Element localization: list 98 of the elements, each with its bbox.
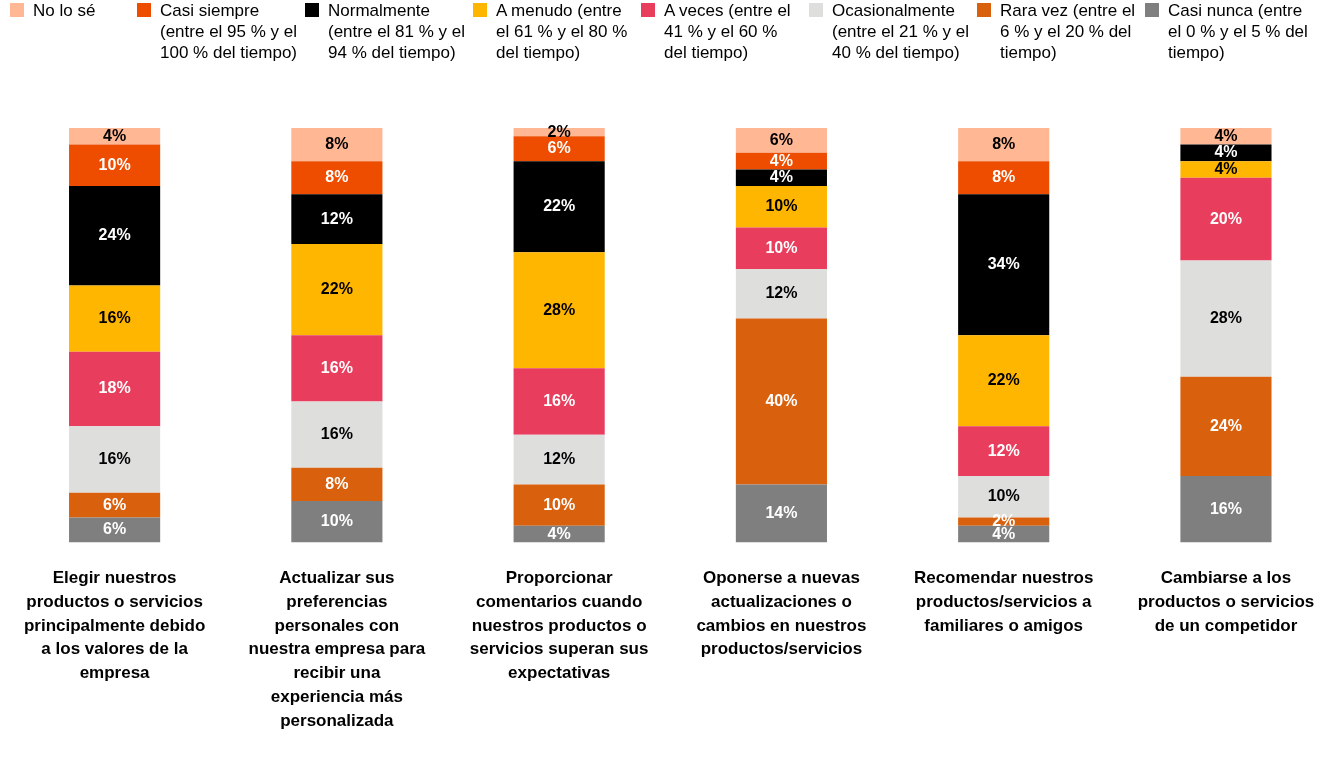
data-label: 40% (765, 391, 798, 409)
data-label: 12% (543, 449, 576, 467)
data-label: 8% (992, 168, 1016, 186)
data-label: 6% (103, 520, 127, 538)
bar (735, 318, 827, 485)
data-label: 10% (543, 495, 576, 513)
data-label: 14% (765, 503, 798, 521)
bar (291, 194, 383, 245)
data-label: 12% (765, 284, 798, 302)
data-label: 4% (103, 126, 127, 144)
bar (1180, 260, 1272, 377)
bar (291, 335, 383, 402)
data-label: 16% (320, 425, 353, 443)
bar (513, 368, 605, 435)
data-label: 10% (987, 487, 1020, 505)
bar (291, 128, 383, 162)
data-label: 4% (769, 168, 793, 186)
bar (513, 161, 605, 253)
bar (1180, 476, 1272, 543)
data-label: 4% (547, 524, 571, 542)
legend-label: A menudo (entre el 61 % y el 80 % del tiempo) (496, 0, 629, 63)
data-label: 4% (1214, 126, 1238, 144)
bar (69, 492, 161, 518)
bar (958, 128, 1050, 162)
data-label: 8% (325, 474, 349, 492)
data-label: 10% (765, 238, 798, 256)
bar (958, 426, 1050, 477)
data-label: 22% (987, 371, 1020, 389)
bar (291, 401, 383, 468)
bar (958, 161, 1050, 195)
bar (513, 252, 605, 369)
bar (958, 194, 1050, 336)
data-label: 16% (1209, 499, 1242, 517)
data-label: 12% (320, 209, 353, 227)
bar (291, 467, 383, 501)
data-label: 22% (320, 280, 353, 298)
legend-label: Casi nunca (entre el 0 % y el 5 % del tiempo) (1168, 0, 1308, 63)
bar (69, 426, 161, 493)
bar (291, 500, 383, 543)
data-label: 16% (98, 309, 131, 327)
data-label: 4% (1214, 143, 1238, 161)
data-label: 10% (765, 197, 798, 215)
bar (1180, 376, 1272, 477)
bar (735, 186, 827, 228)
data-label: 6% (769, 130, 793, 148)
data-label: 2% (547, 122, 571, 140)
data-label: 10% (98, 155, 131, 173)
data-label: 22% (543, 197, 576, 215)
data-label: 10% (320, 512, 353, 530)
legend-label: Normalmente (entre el 81 % y el 94 % del tiempo) (328, 0, 466, 63)
legend-label: No lo sé (33, 0, 97, 21)
bar (735, 268, 827, 319)
data-label: 6% (547, 139, 571, 157)
data-label: 16% (320, 358, 353, 376)
data-label: 28% (543, 300, 576, 318)
data-label: 24% (98, 226, 131, 244)
data-label: 16% (98, 449, 131, 467)
data-label: 24% (1209, 416, 1242, 434)
bar (69, 144, 161, 187)
data-label: 18% (98, 379, 131, 397)
legend-label: A veces (entre el 41 % y el 60 % del tiempo) (664, 0, 792, 63)
data-label: 28% (1209, 309, 1242, 327)
data-label: 4% (769, 151, 793, 169)
data-label: 20% (1209, 209, 1242, 227)
bar (69, 285, 161, 352)
bar (1180, 128, 1272, 145)
bar (69, 186, 161, 286)
data-label: 8% (325, 134, 349, 152)
bar (958, 335, 1050, 427)
data-label: 16% (543, 391, 576, 409)
bar (735, 128, 827, 153)
bar (291, 161, 383, 195)
data-label: 8% (325, 168, 349, 186)
legend-label: Casi siempre (entre el 95 % y el 100 % del tiempo) (160, 0, 299, 63)
x-tick-label: Elegir nuestros productos o servicios principalmente debido a los valores de la empresa (23, 567, 206, 683)
bar (513, 136, 605, 162)
data-label: 6% (103, 495, 127, 513)
bar (735, 169, 827, 187)
bar (69, 128, 161, 145)
bar (735, 484, 827, 543)
bar (291, 244, 383, 336)
data-label: 8% (992, 134, 1016, 152)
bar (1180, 177, 1272, 261)
bar (1180, 161, 1272, 178)
legend-label: Rara vez (entre el 6 % y el 20 % del tiempo) (1000, 0, 1137, 63)
x-tick-label: Recomendar nuestros productos/servicios a familiares o amigos (913, 567, 1094, 635)
bar (513, 434, 605, 485)
x-tick-label: Actualizar sus preferencias personales con nuestra empresa para recibir una experiencia más personalizada (248, 567, 426, 730)
data-label: 34% (987, 255, 1020, 273)
x-tick-label: Cambiarse a los productos o servicios de un competidor (1137, 567, 1315, 635)
data-label: 12% (987, 441, 1020, 459)
x-tick-label: Oponerse a nuevas actualizaciones o cambios en nuestros productos/servicios (696, 567, 867, 659)
data-label: 4% (1214, 159, 1238, 177)
x-tick-label: Proporcionar comentarios cuando nuestros productos o servicios superan sus expectativas (469, 567, 649, 683)
bar (735, 227, 827, 269)
legend-label: Ocasionalmente (entre el 21 % y el 40 % del tiempo) (832, 0, 970, 63)
bar (513, 484, 605, 526)
bar (69, 351, 161, 427)
